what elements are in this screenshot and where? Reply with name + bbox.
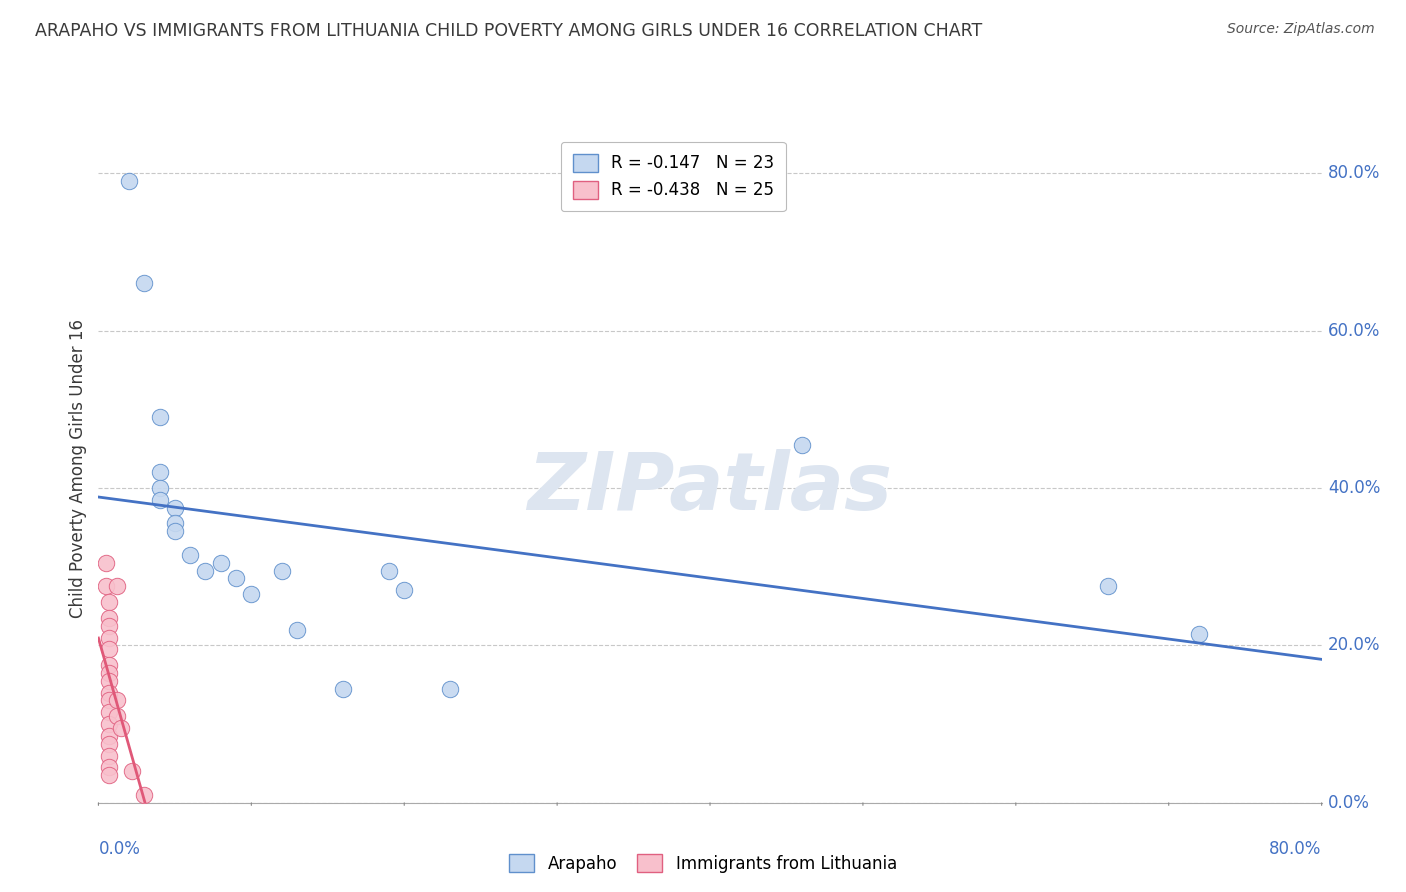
Point bbox=[94, 579, 117, 593]
Point bbox=[98, 760, 121, 774]
Point bbox=[98, 748, 121, 763]
Point bbox=[121, 764, 143, 779]
Point bbox=[105, 709, 128, 723]
Point bbox=[98, 618, 121, 632]
Point bbox=[94, 556, 117, 570]
Point bbox=[378, 564, 401, 578]
Point bbox=[98, 717, 121, 731]
Legend: Arapaho, Immigrants from Lithuania: Arapaho, Immigrants from Lithuania bbox=[502, 847, 904, 880]
Text: 0.0%: 0.0% bbox=[98, 839, 141, 857]
Text: Source: ZipAtlas.com: Source: ZipAtlas.com bbox=[1227, 22, 1375, 37]
Point bbox=[179, 548, 201, 562]
Text: 0.0%: 0.0% bbox=[1327, 794, 1369, 812]
Point bbox=[98, 737, 121, 751]
Point bbox=[194, 564, 217, 578]
Point bbox=[98, 658, 121, 673]
Point bbox=[285, 623, 308, 637]
Point bbox=[98, 642, 121, 657]
Point bbox=[98, 729, 121, 743]
Point bbox=[439, 681, 461, 696]
Point bbox=[98, 693, 121, 707]
Point bbox=[98, 595, 121, 609]
Point bbox=[392, 583, 416, 598]
Point bbox=[98, 611, 121, 625]
Text: ZIPatlas: ZIPatlas bbox=[527, 450, 893, 527]
Point bbox=[105, 579, 128, 593]
Text: 80.0%: 80.0% bbox=[1327, 164, 1381, 182]
Point bbox=[1097, 579, 1119, 593]
Point bbox=[134, 277, 156, 291]
Point bbox=[163, 500, 186, 515]
Point bbox=[209, 556, 232, 570]
Point bbox=[98, 768, 121, 782]
Point bbox=[98, 631, 121, 645]
Point bbox=[149, 492, 172, 507]
Point bbox=[225, 572, 247, 586]
Point bbox=[149, 410, 172, 425]
Point bbox=[98, 673, 121, 688]
Point bbox=[332, 681, 354, 696]
Point bbox=[98, 706, 121, 720]
Point bbox=[270, 564, 292, 578]
Point bbox=[118, 174, 141, 188]
Point bbox=[240, 587, 263, 601]
Point bbox=[1188, 626, 1211, 640]
Text: 40.0%: 40.0% bbox=[1327, 479, 1381, 497]
Point bbox=[98, 665, 121, 680]
Point bbox=[149, 481, 172, 495]
Point bbox=[149, 465, 172, 479]
Point bbox=[98, 685, 121, 699]
Point bbox=[134, 788, 156, 802]
Text: ARAPAHO VS IMMIGRANTS FROM LITHUANIA CHILD POVERTY AMONG GIRLS UNDER 16 CORRELAT: ARAPAHO VS IMMIGRANTS FROM LITHUANIA CHI… bbox=[35, 22, 983, 40]
Text: 60.0%: 60.0% bbox=[1327, 321, 1381, 340]
Point bbox=[790, 438, 813, 452]
Point bbox=[105, 693, 128, 707]
Point bbox=[110, 721, 132, 735]
Text: 20.0%: 20.0% bbox=[1327, 636, 1381, 655]
Point bbox=[163, 516, 186, 531]
Point bbox=[163, 524, 186, 539]
Text: 80.0%: 80.0% bbox=[1270, 839, 1322, 857]
Legend: R = -0.147   N = 23, R = -0.438   N = 25: R = -0.147 N = 23, R = -0.438 N = 25 bbox=[561, 142, 786, 211]
Y-axis label: Child Poverty Among Girls Under 16: Child Poverty Among Girls Under 16 bbox=[69, 318, 87, 618]
